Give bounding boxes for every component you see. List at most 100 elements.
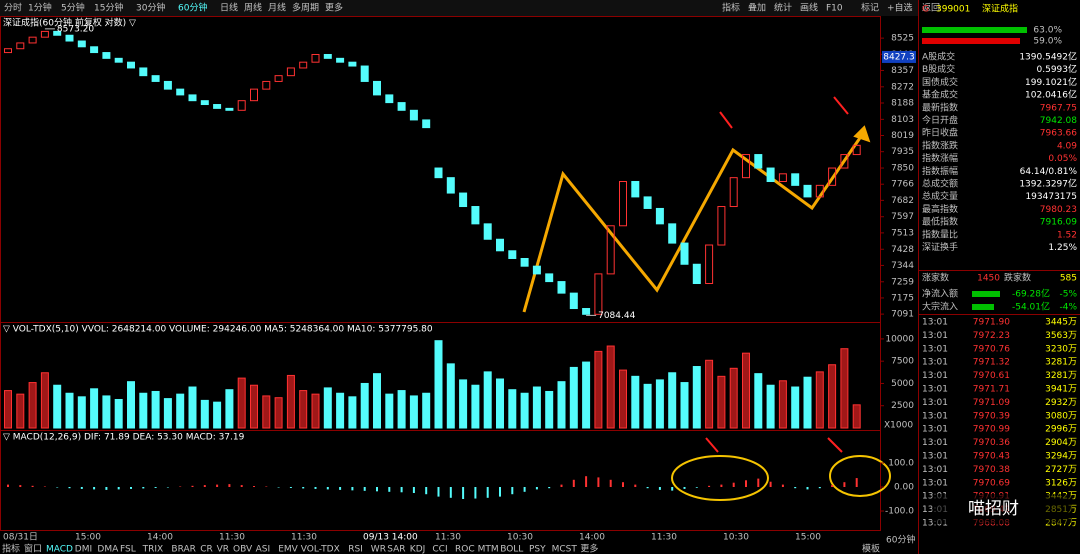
tool-button[interactable]: 画线	[800, 2, 818, 14]
tool-button[interactable]: 叠加	[748, 3, 766, 14]
volume-bar	[139, 392, 148, 429]
field-value: 7980.23	[1040, 205, 1077, 215]
candle	[176, 88, 185, 96]
field-value: -5%	[1059, 290, 1077, 300]
period-tab[interactable]: 更多	[325, 2, 343, 14]
candle	[840, 154, 849, 169]
period-tab[interactable]: 15分钟	[94, 2, 123, 14]
volume-bar	[286, 374, 295, 429]
tool-button[interactable]: 返回	[922, 2, 940, 14]
tool-button[interactable]: 统计	[774, 2, 792, 14]
field-value: 1.52	[1057, 230, 1077, 240]
indicator-tab[interactable]: VR	[217, 545, 229, 554]
watermark-bg	[932, 494, 1072, 524]
candle	[569, 292, 578, 310]
indicator-tab[interactable]: 指标	[2, 543, 20, 554]
indicator-tab[interactable]: MCST	[552, 545, 578, 554]
field-value: 0.05%	[1048, 154, 1077, 164]
y-tick-label: 8357	[891, 66, 914, 76]
volume-bar	[742, 352, 750, 429]
volume-bar	[692, 366, 701, 429]
indicator-tab[interactable]: CR	[200, 545, 213, 554]
tick-time: 13:01	[922, 478, 948, 488]
tick-price: 7972.23	[973, 331, 1010, 341]
indicator-tab[interactable]: 更多	[580, 543, 598, 554]
y-tick-label: 7513	[891, 228, 914, 238]
tool-button[interactable]: F10	[826, 4, 843, 14]
indicator-tab[interactable]: RSI	[348, 545, 363, 554]
indicator-tab[interactable]: KDJ	[410, 545, 426, 554]
candle	[323, 53, 332, 59]
field-value: 1.25%	[1048, 243, 1077, 253]
tool-button[interactable]: 指标	[722, 2, 740, 14]
period-tab[interactable]: 日线	[220, 2, 238, 14]
indicator-tab[interactable]: EMV	[278, 545, 298, 554]
volume-bar	[446, 363, 455, 429]
indicator-tab[interactable]: TRIX	[142, 545, 164, 554]
y-tick-label: -100.0	[885, 507, 914, 517]
indicator-tab[interactable]: FSL	[120, 545, 136, 554]
indicator-tab[interactable]: 窗口	[24, 543, 42, 554]
indicator-tab[interactable]: ASI	[256, 545, 271, 554]
period-tab[interactable]: 30分钟	[136, 2, 165, 14]
indicator-tab[interactable]: VOL-TDX	[301, 545, 340, 554]
indicator-tab[interactable]: WR	[371, 545, 386, 554]
unit-label: X1000	[884, 421, 913, 431]
field-value: -69.28亿	[1012, 288, 1050, 300]
y-tick-label: 7175	[891, 293, 914, 303]
period-tab[interactable]: 5分钟	[61, 2, 85, 14]
chart-title: 深证成指(60分钟 前复权 对数) ▽	[3, 17, 136, 29]
period-tab[interactable]: 分时	[4, 2, 22, 14]
indicator-tab[interactable]: CCI	[432, 545, 447, 554]
current-box	[882, 50, 916, 63]
period-tab[interactable]: 1分钟	[28, 2, 52, 14]
indicator-tab[interactable]: DMI	[75, 545, 92, 554]
indicator-tab[interactable]: DMA	[97, 545, 119, 554]
date-label: 15:00	[795, 533, 821, 543]
period-tab[interactable]: 60分钟	[178, 2, 207, 14]
indicator-tab[interactable]: SAR	[387, 545, 405, 554]
volume-bar	[16, 393, 25, 429]
candle	[151, 75, 160, 82]
tool-button[interactable]: 标记	[861, 2, 879, 14]
tick-volume: 3126万	[1045, 478, 1077, 488]
tick-volume: 3080万	[1045, 411, 1077, 421]
indicator-tab[interactable]: ROC	[455, 545, 475, 554]
candle	[631, 181, 640, 198]
tick-price: 7970.69	[973, 478, 1010, 488]
tick-volume: 2932万	[1045, 398, 1077, 408]
period-tab[interactable]: 月线	[268, 2, 286, 14]
field-value: 7942.08	[1040, 116, 1077, 126]
volume-bar	[323, 387, 332, 429]
badge: G	[922, 5, 929, 15]
candle	[163, 80, 172, 90]
candle	[53, 30, 62, 36]
period-tab[interactable]: 多周期	[292, 2, 319, 14]
tick-time: 13:01	[922, 425, 948, 435]
candle	[65, 34, 74, 42]
volume-bar	[643, 383, 652, 429]
indicator-tab[interactable]: BRAR	[171, 545, 195, 554]
ratio: 63.0%	[1033, 26, 1062, 36]
candle	[213, 104, 222, 109]
field-label: 深证换手	[922, 241, 958, 253]
volume-bar	[545, 390, 554, 429]
field-label: 指数涨幅	[922, 152, 958, 164]
indicator-tab[interactable]: OBV	[233, 545, 253, 554]
tick-volume: 2904万	[1045, 438, 1077, 448]
indicator-tab[interactable]: MTM	[478, 545, 499, 554]
tick-volume: 2727万	[1045, 465, 1077, 475]
volume-bar	[557, 381, 566, 429]
period-tab[interactable]: 周线	[244, 2, 262, 14]
date-label: 11:30	[435, 533, 461, 543]
volume-bar	[852, 404, 861, 429]
indicator-tab[interactable]: BOLL	[500, 545, 523, 554]
candle	[434, 167, 443, 179]
indicator-tab[interactable]: MACD	[46, 545, 73, 554]
field-label: 指数振幅	[922, 165, 958, 177]
red-arrows	[705, 96, 849, 453]
indicator-tab[interactable]: PSY	[529, 545, 546, 554]
ratio: 59.0%	[1033, 37, 1062, 47]
tool-button[interactable]: +自选	[887, 2, 913, 14]
